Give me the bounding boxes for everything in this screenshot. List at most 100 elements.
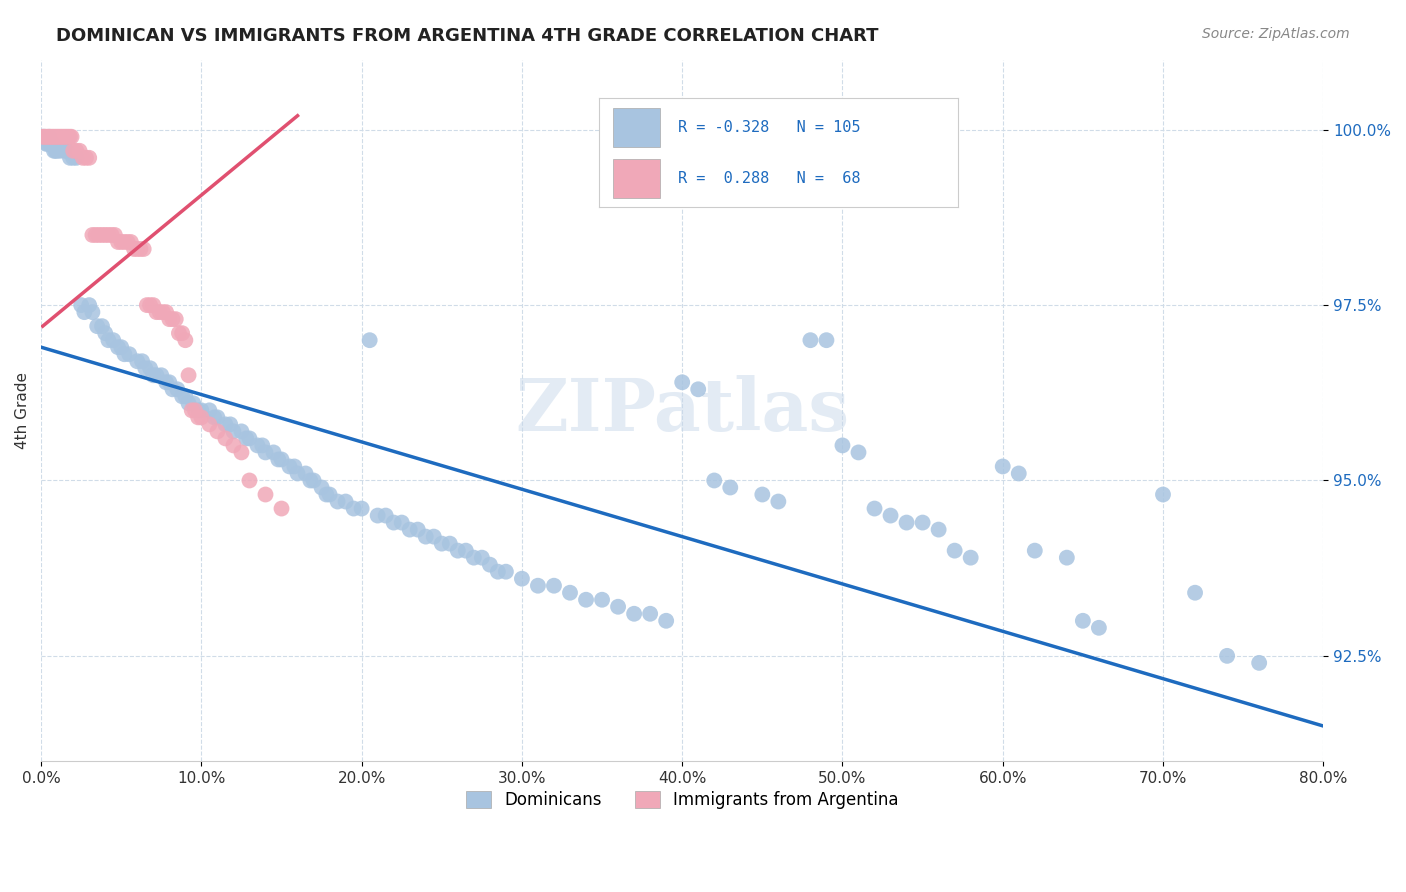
Point (287, 467, 309, 481)
Point (42, 129, 65, 144)
Point (174, 333, 197, 347)
Point (350, 501, 373, 516)
Text: ZIPatlas: ZIPatlas (515, 375, 849, 446)
Point (423, 530, 446, 544)
Point (671, 376, 693, 390)
Point (1088, 621, 1111, 635)
Y-axis label: 4th Grade: 4th Grade (15, 372, 30, 449)
Point (406, 523, 429, 537)
Point (62, 144, 84, 158)
Point (318, 487, 340, 501)
Point (38, 129, 60, 144)
Point (58, 129, 80, 144)
Point (55, 144, 77, 158)
Point (162, 312, 184, 326)
Point (77, 298, 100, 312)
Point (302, 474, 325, 488)
Point (157, 376, 180, 390)
Point (863, 501, 886, 516)
Point (495, 565, 517, 579)
Point (142, 298, 165, 312)
Point (165, 312, 187, 326)
Point (238, 431, 260, 445)
Point (37, 129, 59, 144)
Point (34, 129, 56, 144)
Point (65, 144, 87, 158)
Point (134, 361, 156, 376)
Point (478, 558, 501, 572)
Point (77, 151, 100, 165)
Point (162, 382, 184, 396)
Point (607, 599, 630, 614)
Point (59, 129, 82, 144)
Point (294, 467, 316, 481)
Point (155, 376, 177, 390)
Point (177, 396, 200, 410)
Point (55, 129, 77, 144)
Point (122, 242, 145, 256)
Point (150, 368, 173, 383)
Point (254, 445, 277, 459)
Point (166, 382, 188, 396)
Point (1184, 585, 1206, 599)
Point (82, 305, 104, 319)
Point (207, 425, 229, 439)
Point (591, 592, 613, 607)
Point (65, 151, 87, 165)
Point (896, 516, 918, 530)
Point (49, 144, 72, 158)
Point (94, 227, 117, 242)
Point (42, 144, 65, 158)
Point (190, 410, 212, 425)
Point (315, 487, 337, 501)
Point (62, 151, 84, 165)
Point (184, 403, 207, 417)
Point (1024, 543, 1046, 558)
Point (183, 396, 205, 410)
Point (447, 543, 470, 558)
Point (655, 614, 678, 628)
Point (214, 417, 236, 432)
Point (527, 579, 550, 593)
Point (270, 501, 292, 516)
Point (107, 340, 129, 354)
Point (114, 347, 136, 361)
Point (103, 333, 125, 347)
Text: Source: ZipAtlas.com: Source: ZipAtlas.com (1202, 27, 1350, 41)
Point (187, 403, 209, 417)
Point (471, 550, 494, 565)
Point (91, 227, 114, 242)
Point (35, 129, 58, 144)
Point (110, 340, 132, 354)
Point (129, 242, 152, 256)
Point (391, 516, 413, 530)
Point (202, 410, 225, 425)
Point (214, 431, 236, 445)
Point (75, 151, 97, 165)
Point (142, 368, 165, 383)
Point (167, 326, 190, 341)
Point (848, 445, 870, 459)
Point (41, 129, 63, 144)
Point (73, 305, 96, 319)
Point (222, 425, 245, 439)
Point (118, 347, 141, 361)
Point (768, 494, 790, 508)
Point (94, 326, 117, 341)
Point (254, 487, 277, 501)
Text: DOMINICAN VS IMMIGRANTS FROM ARGENTINA 4TH GRADE CORRELATION CHART: DOMINICAN VS IMMIGRANTS FROM ARGENTINA 4… (56, 27, 879, 45)
Point (238, 474, 260, 488)
Point (359, 333, 381, 347)
Point (139, 361, 162, 376)
Point (31, 129, 53, 144)
Point (135, 298, 157, 312)
Point (131, 354, 153, 368)
Point (120, 235, 142, 249)
Point (252, 438, 274, 452)
Point (187, 410, 209, 425)
Point (38, 129, 60, 144)
Point (149, 305, 172, 319)
Point (1008, 467, 1031, 481)
Point (53, 144, 76, 158)
Point (107, 235, 129, 249)
